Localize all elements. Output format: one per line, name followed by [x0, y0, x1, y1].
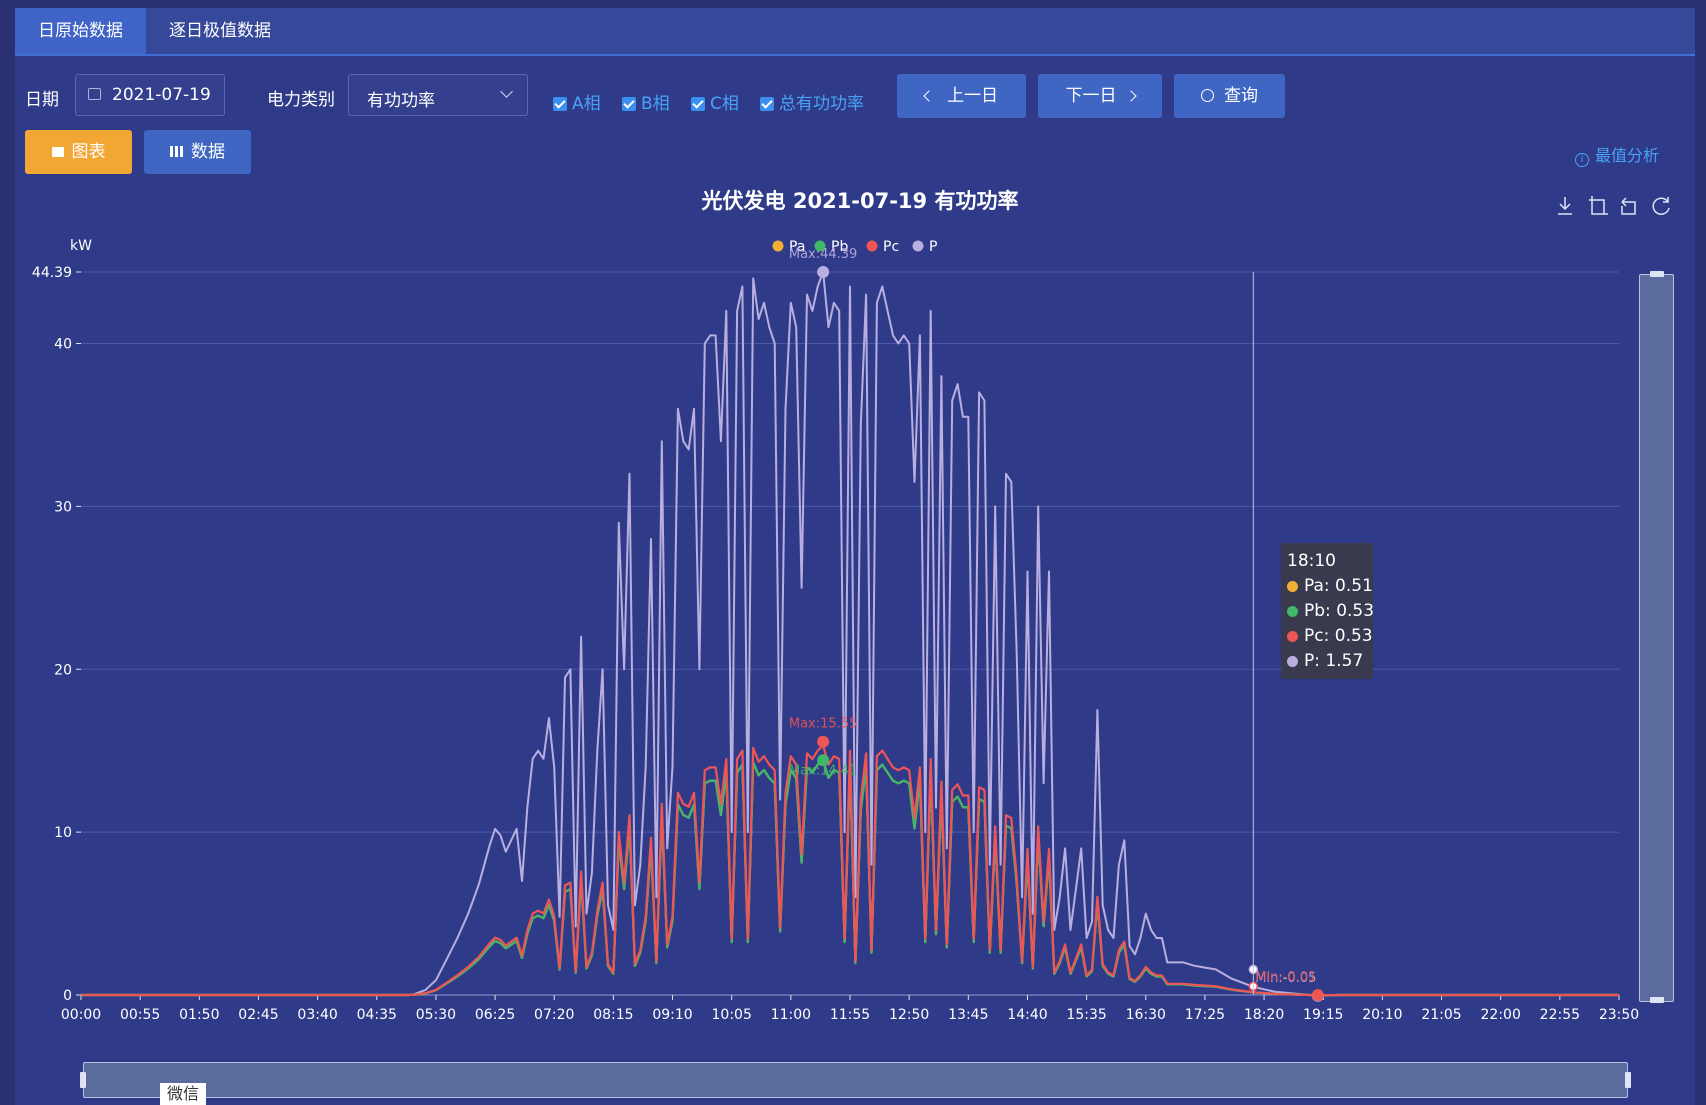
zoom-reset-icon[interactable] — [1621, 197, 1636, 215]
date-label: 日期 — [25, 90, 59, 110]
legend-dot-icon — [1287, 656, 1298, 667]
extreme-analysis-label: 最值分析 — [1595, 146, 1660, 165]
zoom-handle-top[interactable] — [1650, 271, 1664, 277]
data-view-label: 数据 — [191, 142, 225, 162]
tooltip-row-pc: Pc: 0.53 — [1287, 624, 1373, 649]
tooltip-series-value: 0.51 — [1335, 576, 1373, 596]
legend-dot-icon — [1287, 631, 1298, 642]
checkbox-phase-a[interactable]: A相 — [553, 94, 601, 114]
chevron-down-icon — [500, 85, 513, 98]
chart-toolbox — [1558, 196, 1670, 215]
main-panel: 日原始数据 逐日极值数据 日期 2021-07-19 电力类别 有功功率 A相 … — [15, 8, 1695, 1105]
tab-daily-raw[interactable]: 日原始数据 — [15, 8, 146, 54]
tooltip-series-name: Pa — [1304, 576, 1324, 596]
tab-daily-extremes[interactable]: 逐日极值数据 — [169, 21, 271, 41]
checkbox-icon — [691, 97, 705, 111]
data-view-button[interactable]: 数据 — [144, 130, 251, 174]
checkbox-phase-b[interactable]: B相 — [622, 94, 670, 114]
checkbox-icon — [622, 97, 636, 111]
tooltip-series-value: 1.57 — [1325, 651, 1364, 671]
zoom-handle-bottom[interactable] — [1650, 997, 1664, 1003]
tooltip-time: 18:10 — [1287, 551, 1336, 571]
chevron-left-icon — [923, 90, 935, 102]
tab-bar: 日原始数据 逐日极值数据 — [15, 8, 1695, 56]
checkbox-icon — [553, 97, 567, 111]
tooltip-series-value: 0.53 — [1336, 601, 1375, 621]
search-icon — [1201, 89, 1214, 102]
tooltip-series-value: 0.53 — [1334, 626, 1373, 646]
next-day-button[interactable]: 下一日 — [1038, 74, 1162, 118]
chart-view-label: 图表 — [71, 142, 106, 162]
tooltip-series-name: Pb — [1304, 601, 1326, 621]
prev-day-label: 上一日 — [947, 86, 998, 106]
tooltip-row-pa: Pa: 0.51 — [1287, 574, 1373, 599]
power-type-select[interactable]: 有功功率 — [348, 74, 528, 116]
next-day-label: 下一日 — [1065, 86, 1117, 106]
chart-tooltip: 18:10 Pa: 0.51 Pb: 0.53 Pc: 0.53 P: 1.57 — [1281, 543, 1374, 679]
chart-view-button[interactable]: 图表 — [25, 130, 132, 174]
tooltip-series-name: P — [1304, 651, 1315, 671]
prev-day-button[interactable]: 上一日 — [897, 74, 1026, 118]
chart-icon — [51, 147, 64, 157]
checkbox-total-power[interactable]: 总有功功率 — [760, 94, 864, 114]
query-label: 查询 — [1224, 86, 1258, 106]
tooltip-series-name: Pc — [1304, 626, 1324, 646]
horizontal-zoom-slider[interactable] — [83, 1062, 1628, 1098]
refresh-icon[interactable] — [1652, 197, 1670, 215]
legend-dot-icon — [1287, 581, 1298, 592]
checkbox-phase-c[interactable]: C相 — [691, 94, 739, 114]
tooltip-row-p: P: 1.57 — [1287, 649, 1367, 674]
checkbox-label: A相 — [572, 94, 601, 114]
query-button[interactable]: 查询 — [1174, 74, 1285, 118]
date-value: 2021-07-19 — [112, 85, 211, 105]
zoom-handle-right[interactable] — [1625, 1072, 1631, 1088]
watermark-label: 微信 — [160, 1083, 206, 1105]
chevron-right-icon — [1124, 90, 1137, 102]
power-type-label: 电力类别 — [267, 90, 335, 110]
power-type-value: 有功功率 — [367, 91, 435, 111]
bar-chart-icon — [170, 146, 183, 157]
vertical-zoom-slider[interactable] — [1639, 274, 1674, 1002]
download-icon[interactable] — [1558, 197, 1572, 215]
legend-dot-icon — [1287, 606, 1298, 617]
date-picker[interactable]: 2021-07-19 — [75, 74, 225, 116]
info-icon: i — [1575, 153, 1589, 167]
checkbox-label: 总有功功率 — [779, 94, 864, 114]
zoom-icon[interactable] — [1589, 196, 1608, 215]
zoom-handle-left[interactable] — [80, 1072, 86, 1088]
checkbox-icon — [760, 97, 774, 111]
checkbox-label: B相 — [641, 94, 670, 114]
extreme-analysis-link[interactable]: i 最值分析 — [1575, 142, 1659, 167]
checkbox-label: C相 — [710, 94, 739, 114]
calendar-icon — [88, 88, 101, 100]
tooltip-row-pb: Pb: 0.53 — [1287, 599, 1374, 624]
